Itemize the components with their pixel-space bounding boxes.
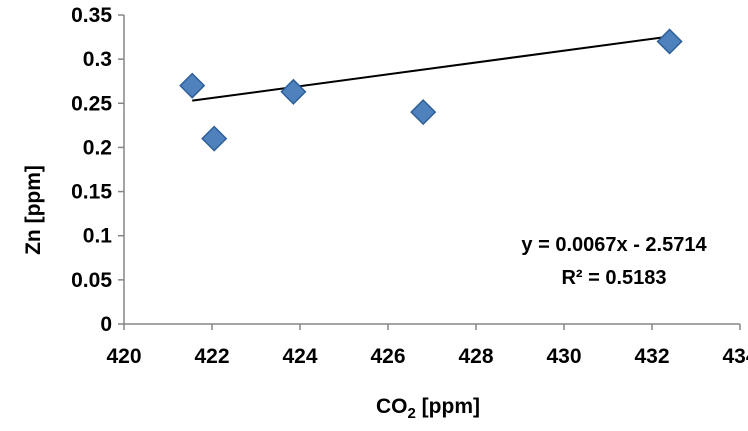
y-tick-label: 0.05 bbox=[71, 269, 112, 292]
y-tick-label: 0.35 bbox=[71, 4, 112, 27]
x-tick-label: 428 bbox=[458, 345, 493, 368]
data-point bbox=[179, 72, 206, 99]
x-axis-title: CO2 [ppm] bbox=[376, 395, 480, 422]
tick-marks bbox=[118, 14, 741, 330]
x-tick-label: 426 bbox=[370, 345, 405, 368]
x-tick-label: 424 bbox=[282, 345, 317, 368]
y-tick-label: 0.15 bbox=[71, 181, 112, 204]
x-axis-title-subscript: 2 bbox=[408, 405, 416, 422]
data-point bbox=[656, 28, 683, 55]
r-squared-label: R² = 0.5183 bbox=[561, 267, 666, 289]
y-tick-label: 0.1 bbox=[83, 225, 113, 248]
x-tick-label: 434 bbox=[722, 345, 748, 368]
data-point bbox=[280, 78, 307, 105]
y-tick-label: 0.3 bbox=[83, 48, 112, 71]
data-points bbox=[179, 28, 683, 152]
trendline-equation: y = 0.0067x - 2.5714 bbox=[521, 234, 707, 256]
x-tick-label: 422 bbox=[194, 345, 229, 368]
x-tick-label: 430 bbox=[546, 345, 581, 368]
y-tick-label: 0.2 bbox=[83, 136, 112, 159]
y-tick-label: 0 bbox=[100, 313, 112, 336]
y-axis-title: Zn [ppm] bbox=[22, 165, 45, 255]
x-tick-label: 432 bbox=[634, 345, 669, 368]
data-point bbox=[410, 99, 437, 126]
y-tick-label: 0.25 bbox=[71, 92, 112, 115]
data-point bbox=[201, 125, 228, 152]
x-axis-title-unit: [ppm] bbox=[416, 395, 480, 418]
trendline bbox=[192, 35, 670, 102]
x-tick-label: 420 bbox=[106, 345, 141, 368]
x-axis-title-main: CO bbox=[376, 395, 408, 418]
trendline-group bbox=[192, 35, 670, 102]
axes bbox=[123, 15, 740, 325]
